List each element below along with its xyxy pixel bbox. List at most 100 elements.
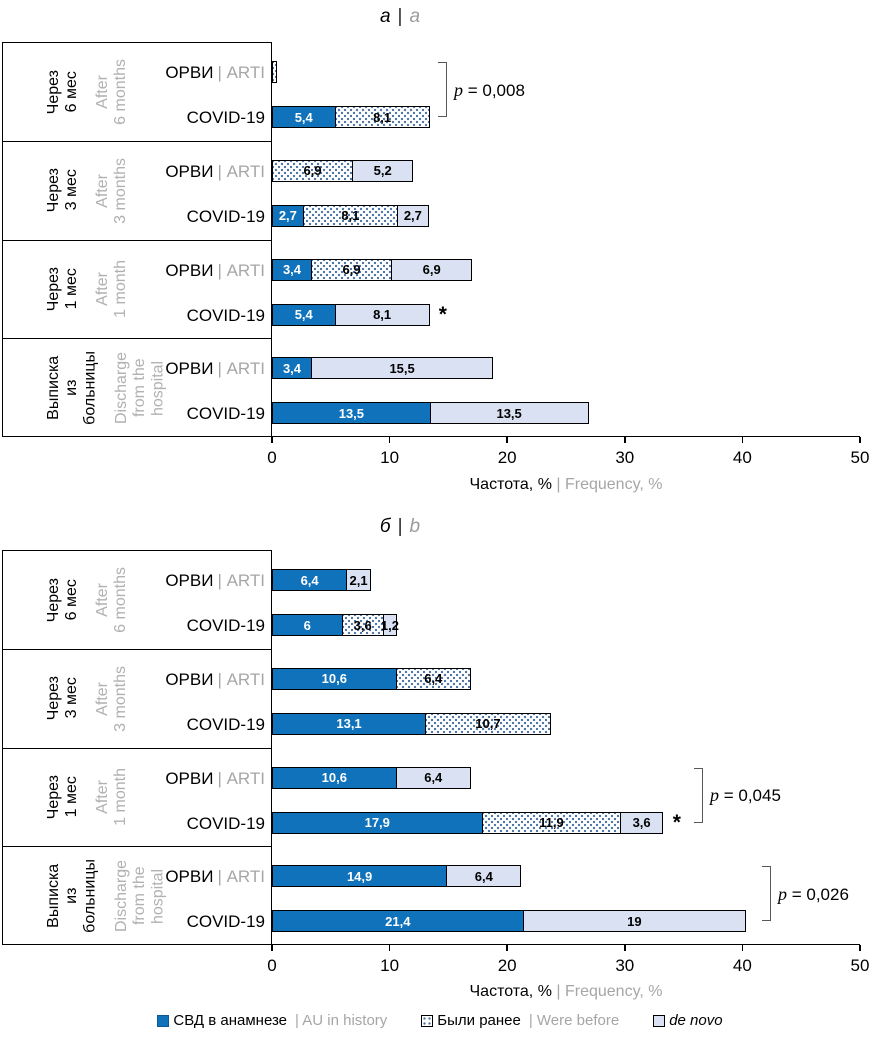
row-label-ru: ОРВИ (165, 260, 214, 280)
bar-value: 3,4 (282, 360, 302, 376)
row-label-ru: COVID-19 (186, 714, 265, 734)
bar-value: 11,9 (539, 815, 564, 830)
row-label: ОРВИ | ARTI (165, 669, 265, 691)
bar-value: 10,6 (321, 671, 347, 687)
bar-row: 14,9 6,4 (272, 865, 522, 888)
row-label-en: | ARTI (217, 359, 265, 379)
row-label-ru: ОРВИ (165, 768, 214, 788)
bar-row: 3,4 6,9 6,9 (272, 258, 473, 281)
bar-segment-au: 5,4 (272, 303, 336, 326)
row-label-ru: ОРВИ (165, 359, 214, 379)
panel-a-plot: Через 6 мес After 6 months ОРВИ | ARTI COVID… (0, 42, 880, 467)
row-label-en: | ARTI (217, 669, 265, 689)
bar-value: 10,6 (321, 770, 347, 785)
axis-tick (271, 437, 273, 443)
row-name-area: ОРВИ | ARTI COVID-19 (3, 339, 272, 436)
bar-segment-dn: 13,5 (429, 402, 589, 425)
bar-row: 13,1 10,7 (272, 712, 551, 735)
row-label-ru: COVID-19 (186, 305, 265, 325)
bar-segment-au: 13,1 (272, 712, 427, 735)
row-label: ОРВИ | ARTI (165, 358, 265, 380)
bar-segment-wb (272, 61, 277, 83)
row-label: COVID-19 (187, 813, 265, 835)
legend-label-de-novo: de novo (669, 1012, 723, 1029)
bar-row: 6,4 2,1 (272, 569, 371, 591)
bar-value: 6,9 (342, 262, 361, 277)
bar-row: 10,6 6,4 (272, 667, 471, 690)
axis-tick (624, 945, 626, 951)
bar-segment-dn: 6,4 (446, 865, 522, 888)
bar-value: 19 (627, 913, 642, 929)
row-label-en: | ARTI (217, 260, 265, 280)
bar-value: 3,6 (353, 617, 372, 633)
axis-tick (624, 437, 626, 443)
row-label: COVID-19 (187, 305, 265, 327)
row-name-area: ОРВИ | ARTI COVID-19 (3, 142, 272, 240)
bar-row: 3,4 15,5 (272, 357, 494, 380)
axis-tick (859, 437, 861, 443)
legend-label-ru: СВД в анамнезе (173, 1012, 288, 1029)
axis-tick-label: 10 (380, 956, 400, 975)
row-label: ОРВИ | ARTI (165, 62, 265, 84)
axis-tick (741, 437, 744, 443)
bar-value: 2,1 (349, 572, 368, 588)
bar-segment-dn: 2,7 (397, 204, 429, 227)
significance-star: * (672, 810, 681, 834)
xaxis-label-ru: Частота, % (469, 983, 552, 1000)
bar-segment-wb: 10,7 (425, 712, 551, 735)
group-cell: Через 1 мес After 1 month ОРВИ | ARTI COVID-… (2, 239, 272, 339)
p-value-label: p = 0,008 (454, 79, 525, 100)
title-separator: | (397, 6, 403, 27)
bar-segment-au: 5,4 (272, 106, 336, 128)
row-label-ru: ОРВИ (165, 571, 214, 590)
panel-a-xaxis-label: Частота, % | Frequency, % (470, 476, 663, 494)
bar-row: 10,6 6,4 (272, 766, 471, 789)
row-label: COVID-19 (187, 714, 265, 736)
significance-bracket (438, 62, 447, 117)
bar-value: 8,1 (341, 208, 360, 224)
xaxis-label-en: | Frequency, % (556, 476, 663, 493)
row-label: ОРВИ | ARTI (165, 260, 265, 282)
row-label: COVID-19 (187, 911, 265, 933)
panel-b-title-en: b (409, 516, 421, 537)
row-label-ru: ОРВИ (165, 63, 214, 82)
axis-tick-label: 50 (850, 448, 870, 467)
row-label: COVID-19 (187, 403, 265, 425)
legend: СВД в анамнезе | AU in history Были ране… (0, 1012, 880, 1029)
bar-value: 8,1 (373, 307, 392, 322)
group-cell: Выписка из больницы Discharge from the ho… (2, 338, 272, 437)
bar-row: 5,4 8,1 (272, 106, 430, 128)
axis-tick (388, 437, 391, 443)
bar-segment-dn: 15,5 (310, 357, 494, 380)
bar-segment-wb: 6,4 (395, 667, 471, 690)
row-name-area: ОРВИ | ARTI COVID-19 (3, 241, 272, 339)
panel-b-xaxis-label: Частота, % | Frequency, % (470, 983, 663, 1001)
bar-value: 13,1 (336, 716, 362, 732)
legend-item-were-before: Были ранее | Were before (421, 1012, 619, 1029)
axis-tick-label: 0 (267, 956, 277, 975)
bar-value: 6,9 (422, 262, 441, 277)
x-axis-line (272, 435, 860, 437)
panel-b-title: б | b (380, 516, 420, 538)
row-label: ОРВИ | ARTI (165, 161, 265, 183)
bar-segment-dn: 1,2 (381, 614, 399, 636)
bar-segment-au: 3,4 (272, 357, 312, 380)
group-cell: Выписка из больницы Discharge from the ho… (2, 846, 272, 945)
bar-value: 3,6 (632, 815, 651, 830)
row-label-ru: COVID-19 (186, 616, 265, 635)
axis-tick-label: 0 (267, 448, 277, 467)
legend-item-de-novo: de novo (653, 1012, 723, 1029)
row-label-en: | ARTI (217, 571, 265, 590)
panel-a-title-en: a (409, 6, 421, 27)
bar-segment-wb: 11,9 (481, 811, 622, 834)
axis-tick-label: 40 (732, 956, 752, 975)
bar-segment-wb: 6,9 (310, 258, 393, 281)
axis-tick (859, 945, 861, 951)
bar-segment-wb: 8,1 (334, 106, 430, 128)
axis-tick-label: 30 (615, 956, 635, 975)
bar-value: 17,9 (364, 815, 390, 830)
bar-value: 6,4 (424, 770, 443, 785)
bar-segment-au: 14,9 (272, 865, 448, 888)
bar-value: 15,5 (389, 360, 415, 376)
axis-tick-label: 10 (380, 448, 400, 467)
